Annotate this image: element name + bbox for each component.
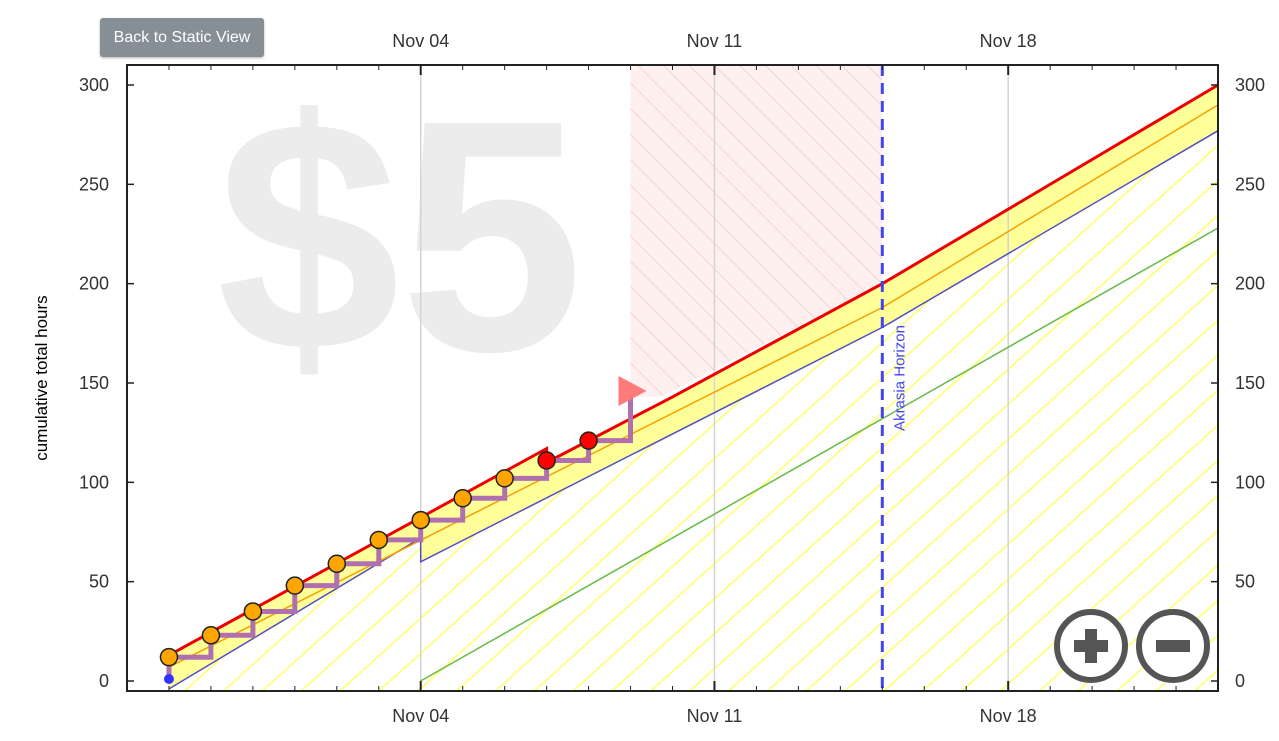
datapoint-8 <box>495 469 514 488</box>
datapoint-5 <box>369 530 389 550</box>
y-tick-label-right-100: 100 <box>1235 472 1265 492</box>
x-tick-label-bottom-0: Nov 04 <box>392 706 449 726</box>
zoom-out-icon <box>1156 640 1190 652</box>
x-tick-label-bottom-2: Nov 18 <box>980 706 1037 726</box>
datapoint-7 <box>453 488 472 508</box>
y-tick-label-left-250: 250 <box>79 174 109 194</box>
datapoint-1 <box>201 626 221 645</box>
zoom-out-button[interactable] <box>1136 609 1210 683</box>
x-tick-label-top-2: Nov 18 <box>980 31 1037 51</box>
y-tick-label-left-100: 100 <box>79 472 109 492</box>
y-tick-label-left-150: 150 <box>79 373 109 393</box>
y-tick-label-left-300: 300 <box>79 75 109 95</box>
y-tick-label-right-50: 50 <box>1235 572 1255 592</box>
zoom-in-button[interactable] <box>1054 609 1128 683</box>
y-tick-label-left-0: 0 <box>99 671 109 691</box>
datapoint-2 <box>243 602 263 621</box>
y-tick-label-right-0: 0 <box>1235 671 1245 691</box>
datapoint-4 <box>327 554 347 574</box>
datapoint-9 <box>537 451 556 470</box>
pledge-watermark: $5 <box>216 51 583 420</box>
green-line <box>420 227 1218 682</box>
y-tick-label-right-200: 200 <box>1235 274 1265 294</box>
y-tick-label-right-150: 150 <box>1235 373 1265 393</box>
x-tick-label-top-0: Nov 04 <box>392 31 449 51</box>
akrasia-horizon-label: Akrasia Horizon <box>891 325 908 431</box>
datapoint-0 <box>159 647 179 667</box>
start-point <box>163 674 174 684</box>
datapoint-10 <box>579 431 598 450</box>
datapoint-6 <box>411 510 430 530</box>
x-tick-label-top-1: Nov 11 <box>687 31 743 51</box>
back-to-static-view-button[interactable]: Back to Static View <box>100 18 264 57</box>
akrasia-horizon-shade <box>630 65 883 397</box>
y-tick-label-right-250: 250 <box>1235 174 1265 194</box>
red-road-line <box>168 83 1218 657</box>
y-tick-label-left-200: 200 <box>79 274 109 294</box>
y-tick-label-left-50: 50 <box>89 572 109 592</box>
today-flag <box>618 375 647 406</box>
y-axis-title: cumulative total hours <box>32 295 51 460</box>
x-tick-label-bottom-1: Nov 11 <box>687 706 743 726</box>
y-tick-label-right-300: 300 <box>1235 75 1265 95</box>
blue-line <box>168 130 1218 690</box>
zoom-in-icon <box>1074 629 1108 663</box>
datapoint-3 <box>285 576 305 595</box>
